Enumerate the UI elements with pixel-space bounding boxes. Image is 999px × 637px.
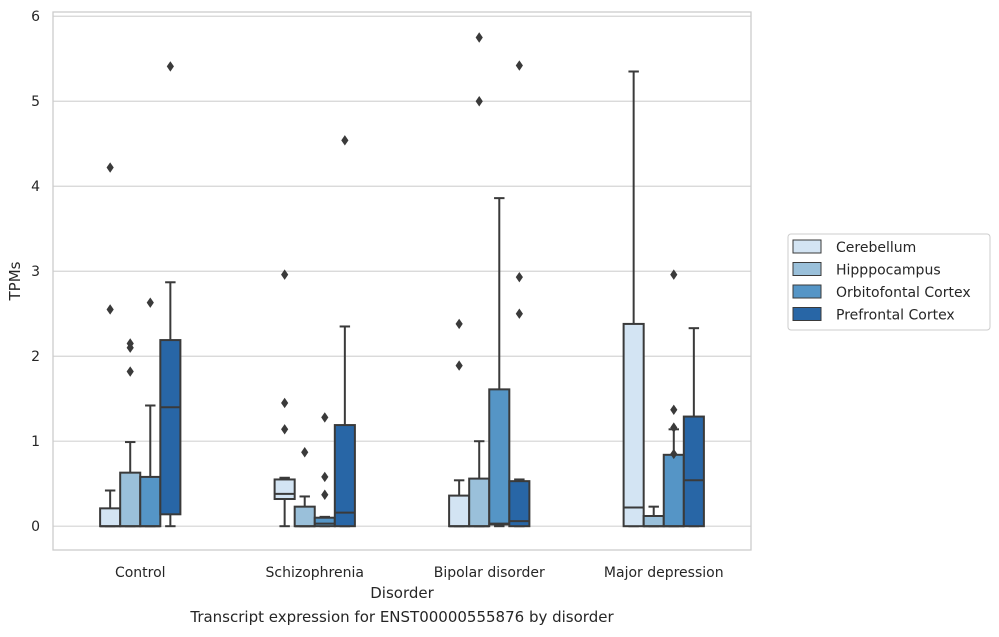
legend-label: Hipppocampus	[836, 263, 941, 279]
y-tick-label: 5	[31, 94, 40, 110]
box-orbitofontal-cortex	[488, 197, 511, 528]
box-prefrontal-cortex	[682, 327, 705, 528]
iqr-box	[642, 515, 665, 528]
outlier-point	[455, 360, 463, 371]
box-hipppocampus	[642, 505, 665, 528]
outlier-point	[281, 424, 289, 435]
iqr-box	[159, 339, 182, 516]
legend-items: Cerebellum Hipppocampus Orbitofontal Corte…	[792, 239, 971, 324]
box-cerebellum	[99, 162, 122, 528]
box-hipppocampus	[119, 338, 142, 528]
outlier-point	[321, 412, 329, 423]
legend-swatch	[792, 307, 822, 321]
x-axis-label: Disorder	[370, 584, 434, 602]
outlier-point	[475, 32, 483, 43]
outlier-point	[475, 96, 483, 107]
outlier-point	[670, 404, 678, 415]
outlier-point	[106, 162, 114, 173]
legend-label: Orbitofontal Cortex	[836, 285, 971, 301]
legend-swatch	[792, 284, 822, 299]
box-prefrontal-cortex	[508, 60, 531, 528]
plot-frame	[52, 11, 752, 551]
outlier-point	[455, 318, 463, 330]
chart-caption: Transcript expression for ENST0000055587…	[190, 608, 614, 626]
outlier-point	[515, 60, 523, 71]
iqr-box	[468, 477, 491, 528]
box-groups	[99, 32, 705, 528]
iqr-box	[662, 453, 685, 528]
legend-label: Prefrontal Cortex	[836, 308, 955, 324]
iqr-box	[273, 478, 296, 501]
box-orbitofontal-cortex	[139, 297, 162, 528]
iqr-box	[293, 505, 316, 528]
legend: Cerebellum Hipppocampus Orbitofontal Corte…	[787, 233, 991, 331]
x-tick-label: Bipolar disorder	[434, 565, 545, 581]
box-prefrontal-cortex	[333, 135, 356, 528]
iqr-box	[682, 415, 705, 528]
iqr-box	[488, 388, 511, 526]
y-tick-label: 0	[31, 519, 40, 535]
y-tick-label: 6	[31, 9, 40, 25]
legend-swatch	[792, 262, 822, 276]
y-axis-label: TPMs	[6, 261, 24, 301]
iqr-box	[508, 480, 531, 528]
legend-label: Cerebellum	[836, 240, 916, 256]
outlier-point	[321, 471, 329, 483]
iqr-box	[448, 494, 471, 528]
outlier-point	[515, 271, 523, 283]
outlier-point	[670, 422, 678, 433]
iqr-box	[333, 424, 356, 528]
outlier-point	[281, 397, 289, 409]
outlier-point	[126, 338, 134, 349]
outlier-point	[341, 135, 349, 146]
box-orbitofontal-cortex	[662, 269, 685, 528]
y-tick-label: 3	[31, 264, 40, 280]
outlier-point	[146, 297, 154, 308]
iqr-box	[622, 322, 645, 528]
outlier-point	[106, 304, 114, 315]
iqr-box	[99, 507, 122, 528]
grid-lines	[53, 15, 751, 527]
box-cerebellum	[622, 70, 645, 528]
iqr-box	[313, 516, 336, 528]
y-tick-label: 1	[31, 434, 40, 450]
outlier-point	[281, 269, 289, 280]
x-tick-label: Major depression	[604, 565, 724, 581]
outlier-point	[515, 308, 523, 319]
iqr-box	[139, 475, 162, 528]
x-tick-label: Control	[115, 565, 166, 581]
y-tick-label: 2	[31, 349, 40, 365]
outlier-point	[321, 489, 329, 500]
box-orbitofontal-cortex	[313, 412, 336, 528]
outlier-point	[166, 61, 174, 72]
legend-frame	[787, 233, 991, 331]
y-tick-label: 4	[31, 179, 40, 195]
outlier-point	[670, 269, 678, 280]
box-cerebellum	[448, 318, 471, 528]
x-tick-label: Schizophrenia	[266, 565, 364, 581]
y-axis-ticks: 0 1 2 3 4 5 6	[31, 9, 40, 535]
box-hipppocampus	[468, 32, 491, 528]
legend-swatch	[792, 239, 822, 254]
box-prefrontal-cortex	[159, 61, 182, 528]
outlier-point	[670, 448, 678, 460]
box-cerebellum	[273, 269, 296, 528]
outlier-point	[301, 447, 309, 458]
outlier-point	[126, 366, 134, 377]
box-hipppocampus	[293, 447, 316, 528]
iqr-box	[119, 471, 142, 528]
x-axis-ticks: Control Schizophrenia Bipolar disorder Majo…	[115, 565, 724, 581]
